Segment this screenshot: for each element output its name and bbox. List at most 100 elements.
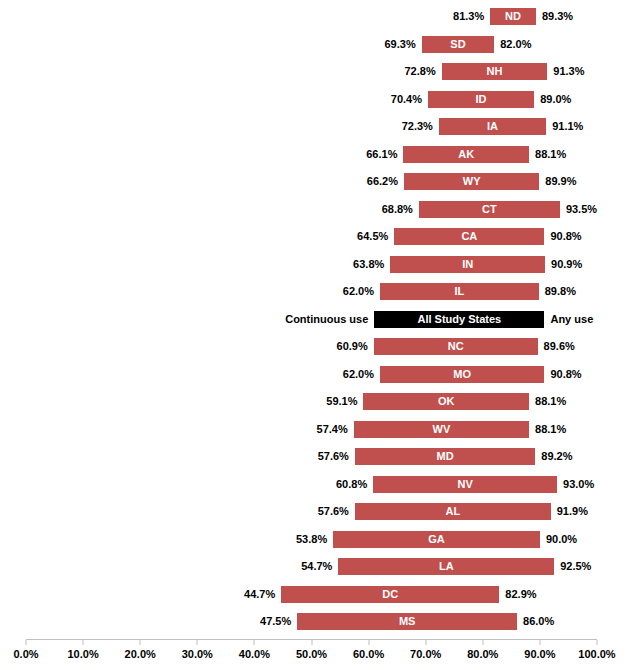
continuous-value-label: 57.6% <box>318 448 349 465</box>
bar-row: ND 81.3% 89.3% <box>26 3 597 31</box>
any-value-label: 89.0% <box>540 91 571 108</box>
bar-row: MD 57.6% 89.2% <box>26 443 597 471</box>
x-axis-tick <box>254 640 255 645</box>
bar-row: CT 68.8% 93.5% <box>26 196 597 224</box>
any-value-label: 89.2% <box>541 448 572 465</box>
range-bar: GA <box>333 531 540 548</box>
any-value-label: 90.9% <box>551 256 582 273</box>
bar-row: ID 70.4% 89.0% <box>26 86 597 114</box>
x-axis-tick-label: 90.0% <box>524 648 555 660</box>
range-bar: ID <box>428 91 534 108</box>
any-value-label: 88.1% <box>535 421 566 438</box>
continuous-value-label: 44.7% <box>244 586 275 603</box>
any-value-label: 89.3% <box>542 8 573 25</box>
range-bar: OK <box>363 393 529 410</box>
continuous-value-label: 59.1% <box>326 393 357 410</box>
range-bar: DC <box>281 586 499 603</box>
bar-row: DC 44.7% 82.9% <box>26 581 597 609</box>
any-value-label: 82.0% <box>500 36 531 53</box>
any-value-label: 91.9% <box>557 503 588 520</box>
range-bar: WV <box>354 421 529 438</box>
continuous-value-label: 68.8% <box>382 201 413 218</box>
range-bar: NV <box>373 476 557 493</box>
bar-row: GA 53.8% 90.0% <box>26 526 597 554</box>
continuous-value-label: 72.3% <box>402 118 433 135</box>
any-value-label: 88.1% <box>535 393 566 410</box>
x-axis-tick <box>83 640 84 645</box>
any-value-label: 89.8% <box>545 283 576 300</box>
continuous-value-label: 70.4% <box>391 91 422 108</box>
range-bar: MS <box>297 613 517 630</box>
continuous-value-label: 62.0% <box>343 283 374 300</box>
x-axis-tick <box>368 640 369 645</box>
x-axis-tick <box>311 640 312 645</box>
x-axis-tick <box>482 640 483 645</box>
any-value-label: 93.5% <box>566 201 597 218</box>
x-axis-tick-label: 20.0% <box>125 648 156 660</box>
any-value-label: 89.6% <box>544 338 575 355</box>
any-value-label: 88.1% <box>535 146 566 163</box>
x-axis-tick <box>539 640 540 645</box>
continuous-value-label: 54.7% <box>301 558 332 575</box>
x-axis-tick <box>425 640 426 645</box>
range-bar: IN <box>390 256 545 273</box>
range-bar-chart: ND 81.3% 89.3% SD69.3%82.0% NH 72.8% 91.3% ID 70… <box>0 0 628 670</box>
bar-row: AK 66.1% 88.1% <box>26 141 597 169</box>
bar-row: IA72.3%91.1% <box>26 113 597 141</box>
x-axis-tick-label: 10.0% <box>67 648 98 660</box>
range-bar: NC <box>374 338 538 355</box>
x-axis-tick-label: 80.0% <box>467 648 498 660</box>
range-bar: NH <box>442 63 548 80</box>
continuous-value-label: 53.8% <box>296 531 327 548</box>
continuous-value-label: 60.8% <box>336 476 367 493</box>
plot-area: ND 81.3% 89.3% SD69.3%82.0% NH 72.8% 91.3% ID 70… <box>26 3 597 636</box>
continuous-value-label: 63.8% <box>353 256 384 273</box>
any-value-label: 91.3% <box>553 63 584 80</box>
range-bar: ND <box>490 8 536 25</box>
range-bar: AL <box>355 503 551 520</box>
bar-row: MO62.0%90.8% <box>26 361 597 389</box>
range-bar: AK <box>403 146 529 163</box>
range-bar: MD <box>355 448 535 465</box>
any-value-label: 89.9% <box>545 173 576 190</box>
x-axis-tick-label: 40.0% <box>239 648 270 660</box>
bar-row: CA64.5%90.8% <box>26 223 597 251</box>
bar-row: IN 63.8% 90.9% <box>26 251 597 279</box>
bar-row: NH 72.8% 91.3% <box>26 58 597 86</box>
continuous-value-label: 57.6% <box>318 503 349 520</box>
x-axis: 0.0%10.0%20.0%30.0%40.0%50.0%60.0%70.0%8… <box>26 639 597 666</box>
any-value-label: 91.1% <box>552 118 583 135</box>
x-axis-tick-label: 0.0% <box>13 648 38 660</box>
bar-row: MS 47.5% 86.0% <box>26 608 597 636</box>
x-axis-tick <box>597 640 598 645</box>
continuous-value-label: 66.1% <box>366 146 397 163</box>
any-value-label: 86.0% <box>523 613 554 630</box>
continuous-value-label: 72.8% <box>405 63 436 80</box>
continuous-value-label: 81.3% <box>453 8 484 25</box>
x-axis-tick-label: 70.0% <box>410 648 441 660</box>
bar-row: IL 62.0% 89.8% <box>26 278 597 306</box>
continuous-value-label: 57.4% <box>317 421 348 438</box>
range-bar: CT <box>419 201 560 218</box>
x-axis-tick <box>26 640 27 645</box>
any-value-label: 93.0% <box>563 476 594 493</box>
bar-row: NC60.9%89.6% <box>26 333 597 361</box>
any-value-label: 82.9% <box>505 586 536 603</box>
all-study-states-row: All Study StatesContinuous useAny use <box>26 306 597 334</box>
continuous-value-label: 66.2% <box>367 173 398 190</box>
continuous-use-legend-label: Continuous use <box>285 311 368 328</box>
bar-row: WV 57.4% 88.1% <box>26 416 597 444</box>
any-value-label: 92.5% <box>560 558 591 575</box>
all-study-states-bar: All Study States <box>374 311 544 328</box>
any-value-label: 90.0% <box>546 531 577 548</box>
continuous-value-label: 64.5% <box>357 228 388 245</box>
range-bar: MO <box>380 366 544 383</box>
x-axis-tick-label: 50.0% <box>296 648 327 660</box>
any-value-label: 90.8% <box>550 228 581 245</box>
range-bar: IL <box>380 283 539 300</box>
continuous-value-label: 47.5% <box>260 613 291 630</box>
x-axis-tick-label: 100.0% <box>578 648 615 660</box>
bar-row: SD69.3%82.0% <box>26 31 597 59</box>
range-bar: LA <box>338 558 554 575</box>
continuous-value-label: 62.0% <box>343 366 374 383</box>
